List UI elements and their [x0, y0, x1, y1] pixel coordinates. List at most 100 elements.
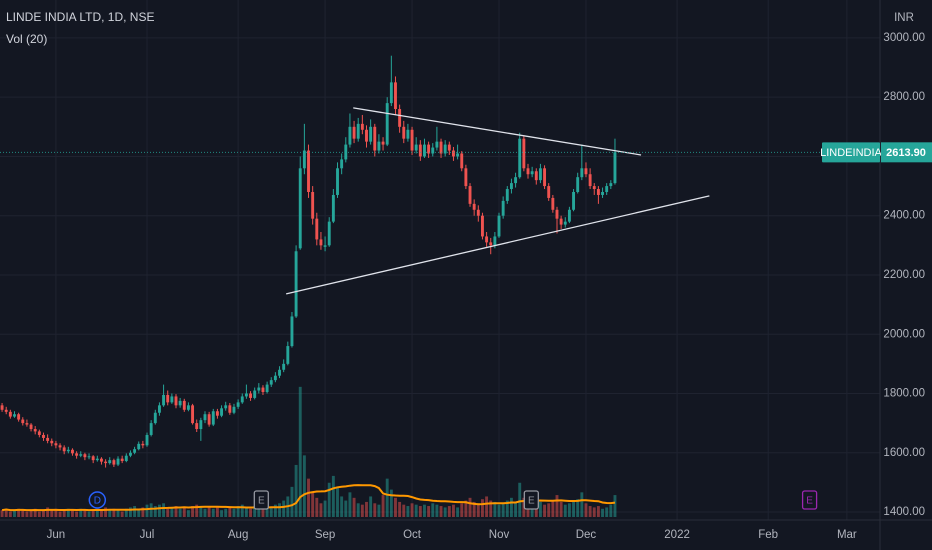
- candle-body: [46, 437, 50, 441]
- volume-bar: [307, 478, 310, 517]
- candle-body: [613, 152, 617, 184]
- volume-bar: [563, 504, 567, 517]
- volume-bar: [71, 510, 74, 517]
- volume-bar: [162, 503, 166, 517]
- volume-bar: [452, 504, 455, 517]
- volume-bar: [58, 511, 62, 517]
- candle-body: [534, 171, 538, 181]
- candle-body: [336, 168, 339, 195]
- volume-bar: [4, 508, 8, 517]
- volume-bar: [141, 507, 145, 517]
- candle-body: [37, 431, 41, 435]
- candle-body: [278, 369, 281, 376]
- candle-body: [609, 183, 613, 187]
- volume-bar: [501, 503, 505, 517]
- chart-title: LINDE INDIA LTD, 1D, NSE: [6, 10, 154, 24]
- volume-bar: [336, 486, 339, 517]
- candle-body: [298, 168, 302, 249]
- volume-bar: [377, 504, 381, 517]
- volume-bar: [8, 511, 12, 517]
- volume-bar: [427, 506, 431, 517]
- volume-bar: [365, 501, 368, 517]
- candle-body: [389, 82, 393, 104]
- price-pane: [0, 55, 617, 468]
- x-tick-label: Aug: [228, 529, 248, 541]
- volume-ma-line: [1, 484, 616, 512]
- volume-bar: [244, 507, 248, 517]
- event-marker[interactable]: [88, 491, 107, 509]
- candle-body: [95, 458, 99, 461]
- candle-body: [203, 414, 207, 421]
- candle-body: [83, 454, 87, 458]
- axes: 1400.00 1600.00 1800.00 2000.00 2200.00 2400.…: [47, 32, 932, 541]
- candle-body: [149, 423, 153, 435]
- volume-bar: [33, 508, 37, 517]
- candle-body: [460, 153, 464, 169]
- candle-body: [4, 409, 8, 412]
- volume-bar: [13, 510, 16, 517]
- candle-body: [398, 109, 402, 127]
- event-marker[interactable]: [801, 490, 818, 510]
- candle-body: [365, 129, 368, 142]
- candle-body: [543, 168, 547, 187]
- volume-bar: [414, 504, 418, 517]
- volume-bar: [112, 508, 116, 517]
- candle-body: [555, 209, 559, 219]
- y-tick-label: 1400.00: [883, 506, 925, 518]
- volume-bar: [572, 500, 576, 517]
- candle-body: [261, 387, 265, 392]
- candle-body: [360, 123, 364, 130]
- candle-body: [369, 126, 373, 142]
- candle-body: [385, 103, 389, 145]
- candle-body: [290, 316, 294, 347]
- candle-body: [352, 126, 356, 139]
- candle-body: [128, 452, 132, 456]
- volume-bar: [576, 499, 580, 517]
- volume-bar: [249, 508, 252, 517]
- candle-body: [307, 150, 310, 192]
- trendline: [286, 195, 710, 295]
- candle-body: [514, 177, 518, 184]
- volume-bar: [104, 507, 108, 517]
- candle-body: [505, 189, 509, 201]
- candle-body: [302, 150, 306, 169]
- candle-body: [124, 455, 128, 462]
- candle-body: [253, 390, 257, 398]
- volume-bar: [199, 507, 203, 517]
- candle-body: [249, 393, 252, 398]
- candle-body: [71, 449, 74, 454]
- event-marker[interactable]: [523, 490, 539, 510]
- candle-body: [269, 380, 273, 385]
- volume-bar: [253, 506, 257, 517]
- volume-bar: [278, 503, 281, 517]
- candle-body: [207, 414, 211, 425]
- volume-bar: [273, 504, 277, 517]
- volume-bar: [166, 508, 170, 517]
- volume-bar: [609, 504, 613, 517]
- candle-body: [418, 144, 422, 157]
- price-tag: [881, 142, 932, 163]
- candle-body: [501, 200, 505, 216]
- candle-body: [62, 447, 66, 452]
- volume-bar: [435, 504, 439, 517]
- event-marker[interactable]: [253, 490, 269, 510]
- candle-body: [25, 423, 29, 425]
- candle-body: [576, 177, 580, 192]
- volume-bar: [456, 507, 460, 517]
- volume-bar: [124, 508, 128, 517]
- candle-body: [141, 443, 145, 446]
- candle-body: [186, 405, 190, 410]
- candle-body: [191, 405, 195, 424]
- candle-body: [87, 456, 91, 458]
- candle-body: [468, 186, 472, 204]
- candle-body: [547, 186, 551, 198]
- trendline: [353, 107, 642, 156]
- candle-body: [563, 221, 567, 225]
- volume-bar: [431, 503, 435, 517]
- candle-body: [236, 402, 240, 407]
- y-tick-label: 2200.00: [883, 269, 925, 281]
- volume-bar: [108, 510, 112, 517]
- volume-bar: [17, 508, 21, 517]
- candle-body: [489, 242, 493, 246]
